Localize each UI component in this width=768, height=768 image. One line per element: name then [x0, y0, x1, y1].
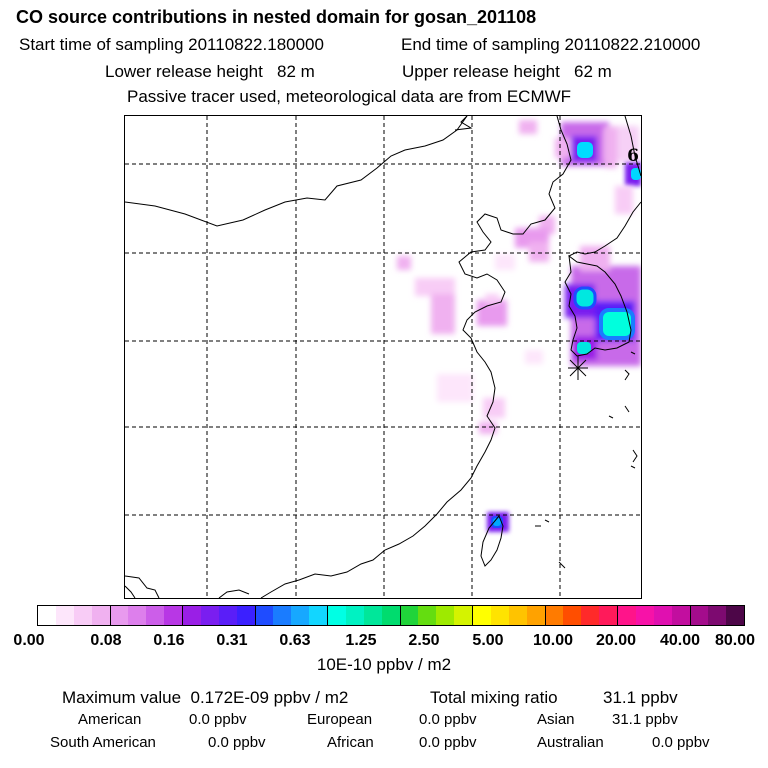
colorbar-unit: 10E-10 ppbv / m2 — [316, 655, 452, 674]
map-svg — [125, 116, 641, 598]
colorbar-swatch — [146, 606, 165, 625]
colorbar-swatch — [183, 606, 201, 625]
colorbar-swatch — [309, 606, 328, 625]
colorbar-swatch — [200, 606, 219, 625]
colorbar-swatch — [110, 606, 129, 625]
colorbar-tick: 40.00 — [659, 632, 701, 649]
colorbar-swatch — [363, 606, 382, 625]
colorbar-swatch — [91, 606, 111, 625]
colorbar-tick: 10.00 — [532, 632, 574, 649]
plot-title: CO source contributions in nested domain… — [16, 7, 537, 27]
colorbar-swatch — [381, 606, 401, 625]
colorbar-swatch — [400, 606, 419, 625]
region-name: Australian — [537, 734, 604, 751]
map-panel: 6 — [124, 115, 642, 599]
plume-north-korea-core — [577, 142, 593, 158]
colorbar-swatch — [345, 606, 364, 625]
colorbar-tick: 1.25 — [345, 632, 377, 649]
plume-east-coast-core — [631, 168, 641, 180]
lower-height-label: Lower release height 82 m — [105, 62, 315, 81]
colorbar-swatch — [128, 606, 147, 625]
colorbar-swatch — [690, 606, 709, 625]
region-value: 0.0 ppbv — [208, 734, 266, 751]
colorbar-swatch — [255, 606, 274, 625]
colorbar-tick: 2.50 — [408, 632, 440, 649]
colorbar-swatch — [563, 606, 582, 625]
colorbar-tick: 0.63 — [279, 632, 311, 649]
region-value: 0.0 ppbv — [189, 711, 247, 728]
region-value: 31.1 ppbv — [612, 711, 678, 728]
map-corner-label: 6 — [627, 146, 639, 166]
plume-china-scattered — [397, 228, 549, 434]
colorbar-tick: 0.00 — [13, 632, 45, 649]
end-time-value: 20110822.210000 — [564, 35, 701, 54]
colorbar-swatch — [454, 606, 473, 625]
total-mixing-ratio: Total mixing ratio — [430, 688, 558, 707]
lower-height-value: 82 m — [277, 62, 315, 81]
colorbar-swatch — [328, 606, 346, 625]
colorbar-swatch — [635, 606, 654, 625]
plume-taiwan-center — [493, 518, 501, 526]
graticule — [125, 116, 641, 598]
colorbar-swatch — [473, 606, 491, 625]
colorbar-swatch — [599, 606, 618, 625]
region-name: South American — [50, 734, 156, 751]
tracer-note: Passive tracer used, meteorological data… — [127, 87, 572, 106]
plume-korea-core — [573, 286, 635, 354]
start-time-value: 20110822.180000 — [188, 35, 324, 54]
region-value: 0.0 ppbv — [419, 734, 477, 751]
colorbar-swatch — [236, 606, 256, 625]
colorbar-swatch — [508, 606, 527, 625]
region-value: 0.0 ppbv — [419, 711, 477, 728]
colorbar-swatch — [418, 606, 437, 625]
colorbar-swatch — [526, 606, 546, 625]
colorbar-tick: 0.16 — [153, 632, 185, 649]
region-name: American — [78, 711, 142, 728]
colorbar-tick: 0.08 — [90, 632, 122, 649]
colorbar-swatch — [38, 606, 56, 625]
colorbar-swatch — [273, 606, 292, 625]
colorbar-tick: 20.00 — [595, 632, 637, 649]
colorbar-swatch — [708, 606, 727, 625]
colorbar-tick: 0.31 — [216, 632, 248, 649]
upper-height-value: 62 m — [574, 62, 612, 81]
colorbar-swatch — [671, 606, 691, 625]
start-time-label: Start time of sampling 20110822.180000 — [19, 35, 324, 54]
colorbar-swatch — [726, 606, 745, 625]
end-time-label: End time of sampling 20110822.210000 — [401, 35, 701, 54]
colorbar-swatch — [581, 606, 600, 625]
region-name: African — [327, 734, 374, 751]
colorbar-swatch — [164, 606, 183, 625]
colorbar-swatch — [73, 606, 92, 625]
colorbar-tick: 5.00 — [472, 632, 504, 649]
colorbar-swatch — [218, 606, 237, 625]
colorbar-tick: 80.00 — [714, 632, 756, 649]
colorbar-swatch — [490, 606, 509, 625]
max-value: Maximum value 0.172E-09 ppbv / m2 — [62, 688, 349, 707]
max-value-number: 0.172E-09 ppbv / m2 — [190, 688, 349, 707]
colorbar — [37, 605, 745, 626]
region-name: Asian — [537, 711, 575, 728]
coastlines — [125, 116, 641, 598]
colorbar-swatch — [545, 606, 564, 625]
colorbar-swatch — [618, 606, 636, 625]
region-name: European — [307, 711, 373, 728]
receptor-star-icon — [568, 356, 588, 380]
total-mixing-ratio-value: 31.1 ppbv — [603, 688, 678, 707]
colorbar-swatch — [291, 606, 310, 625]
upper-height-label: Upper release height 62 m — [402, 62, 612, 81]
colorbar-swatch — [653, 606, 672, 625]
colorbar-swatch — [436, 606, 455, 625]
colorbar-swatch — [55, 606, 74, 625]
region-value: 0.0 ppbv — [652, 734, 710, 751]
